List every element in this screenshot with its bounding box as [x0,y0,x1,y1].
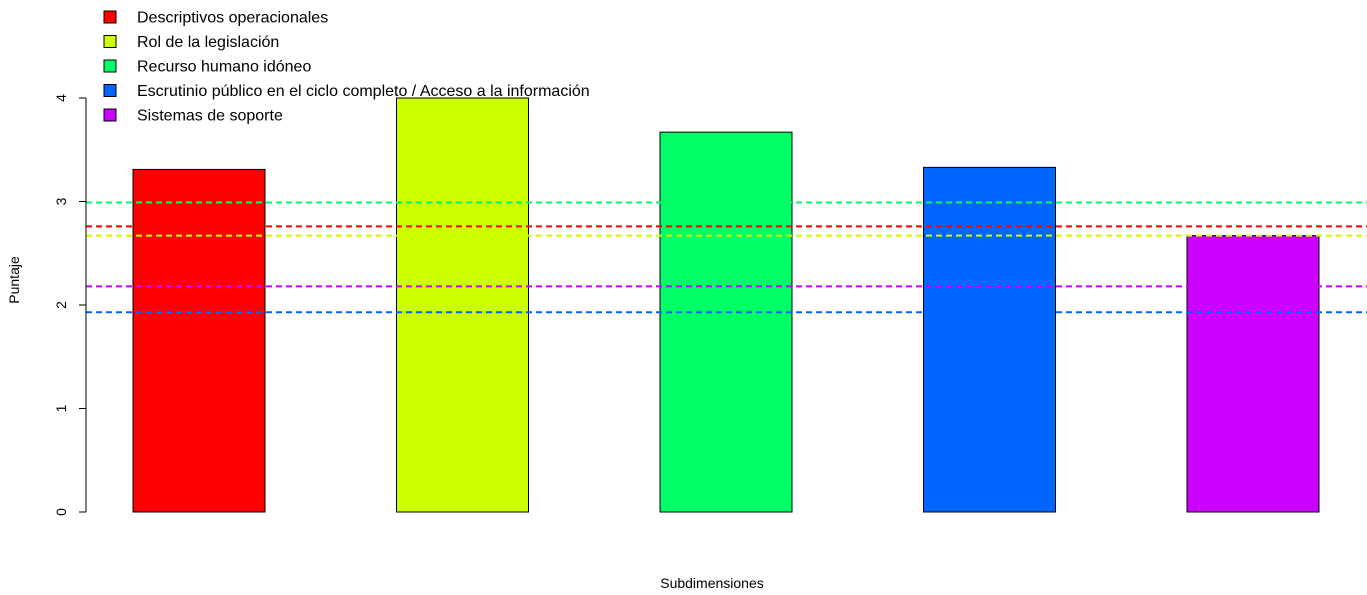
legend-swatch-5 [103,108,117,122]
y-tick-label-1: 1 [53,404,69,412]
bar-2 [396,97,529,513]
legend-swatch-3 [103,59,117,73]
x-axis-title: Subdimensiones [660,575,764,591]
y-axis-title: Puntaje [6,256,22,304]
legend: Descriptivos operacionales Rol de la legi… [103,10,590,125]
legend-label-1: Descriptivos operacionales [137,10,328,27]
legend-label-5: Sistemas de soporte [137,108,283,125]
legend-swatch-2 [103,35,117,48]
legend-label-3: Recurso humano idóneo [137,59,311,76]
legend-swatch-4 [103,84,117,97]
bar-4 [923,166,1056,513]
bar-5 [1186,235,1320,513]
legend-label-2: Rol de la legislación [137,34,279,51]
y-tick-label-3: 3 [53,197,69,205]
y-axis: 0 1 2 3 4 [53,94,87,516]
y-tick-label-0: 0 [53,508,69,516]
y-tick-label-4: 4 [53,94,69,102]
legend-swatch-1 [103,10,117,24]
bars-group [132,97,1320,513]
bar-1 [132,168,266,513]
y-tick-label-2: 2 [53,301,69,309]
bar-3 [659,131,793,513]
legend-label-4: Escrutinio público en el ciclo completo … [137,83,590,100]
reference-lines-group [86,201,1367,314]
